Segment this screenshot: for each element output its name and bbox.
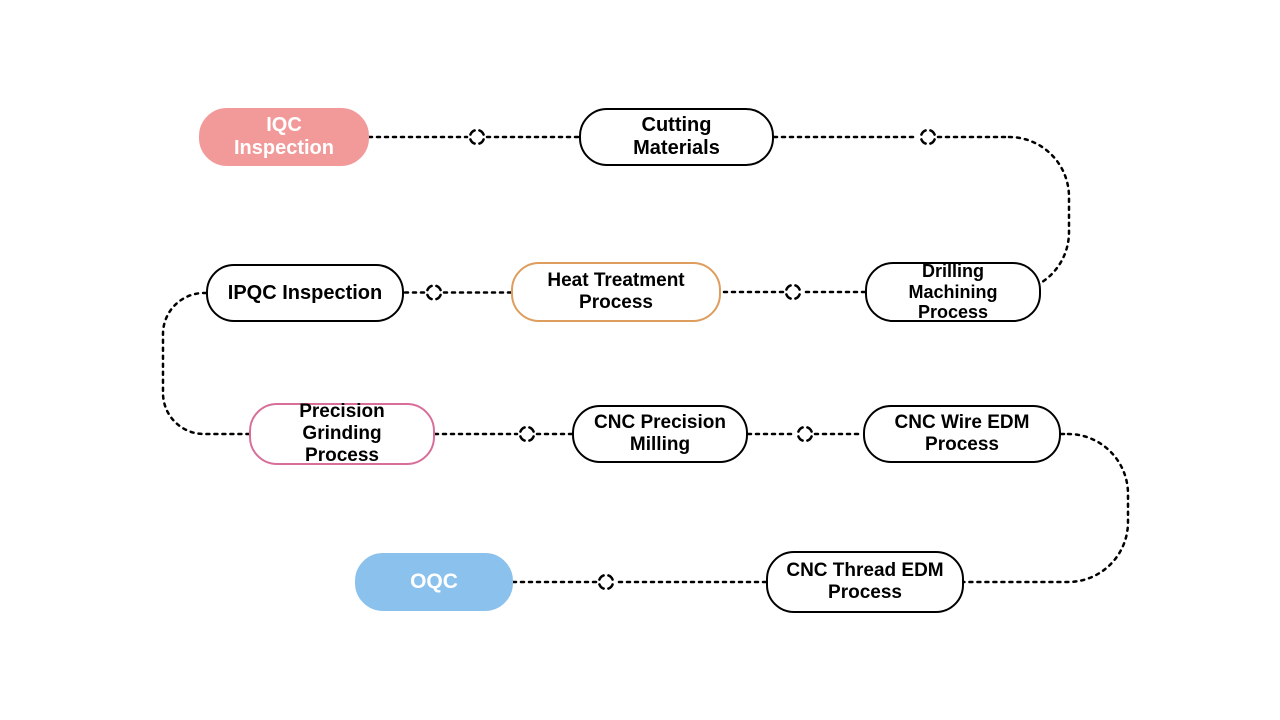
node-mill: CNC Precision Milling: [572, 405, 748, 463]
node-drill: Drilling Machining Process: [865, 262, 1041, 322]
conn-cut-drill-top-knot: [921, 130, 934, 143]
conn-mill-wire-knot: [798, 427, 811, 440]
node-thread: CNC Thread EDM Process: [766, 551, 964, 613]
conn-heat-ipqc-knot: [427, 286, 440, 299]
node-iqc: IQC Inspection: [199, 108, 369, 166]
node-oqc: OQC: [355, 553, 513, 611]
node-heat: Heat Treatment Process: [511, 262, 721, 322]
conn-thread-oqc-knot: [599, 575, 612, 588]
conn-iqc-cut-knot: [470, 130, 483, 143]
node-cut: Cutting Materials: [579, 108, 774, 166]
node-grind: Precision Grinding Process: [249, 403, 435, 465]
conn-grind-mill-knot: [520, 427, 533, 440]
conn-drill-heat-knot: [786, 285, 799, 298]
node-wire: CNC Wire EDM Process: [863, 405, 1061, 463]
node-ipqc: IPQC Inspection: [206, 264, 404, 322]
